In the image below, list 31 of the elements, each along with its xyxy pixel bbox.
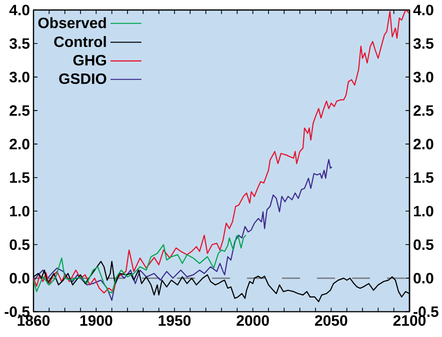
x-tick-label: 1950	[158, 315, 191, 326]
y-tick-label: 3.0	[413, 72, 434, 82]
legend-label: GSDIO	[59, 73, 106, 84]
legend-label: Control	[54, 36, 106, 48]
y2-tick-label: 1.0	[10, 206, 30, 216]
y2-tick-label: 3.5	[9, 38, 30, 49]
x-tick-label: 2050	[315, 315, 348, 326]
x-tick-label: 1860	[18, 315, 50, 326]
y-tick-label: 4.0	[413, 4, 434, 16]
y-tick-label: 3.5	[413, 38, 434, 49]
y-tick-label: 1.0	[414, 206, 434, 216]
line-series	[34, 158, 333, 301]
y2-tick-label: 0.0	[10, 272, 30, 284]
y-tick-label: 0.5	[414, 239, 434, 250]
y2-tick-label: 0.5	[10, 239, 30, 250]
y-tick-label: 1.5	[414, 172, 434, 183]
y2-tick-label: 2.0	[10, 138, 30, 150]
x-tick-label: 1900	[80, 315, 112, 326]
x-tick-label: 2000	[236, 315, 269, 326]
y2-tick-label: 4.0	[9, 4, 30, 16]
y2-tick-label: 1.5	[10, 172, 30, 183]
x-tick-label: 2100	[393, 315, 426, 326]
y-tick-label: 2.0	[414, 138, 434, 150]
y-tick-label: 2.5	[414, 105, 434, 116]
y2-tick-label: 2.5	[10, 105, 30, 116]
y-tick-label: -0.5	[414, 306, 438, 318]
y2-tick-label: 3.0	[9, 72, 30, 82]
legend-label: Observed	[38, 17, 106, 28]
legend-label: GHG	[73, 54, 106, 66]
line-series	[34, 234, 246, 294]
y-tick-label: 0.0	[414, 272, 434, 284]
